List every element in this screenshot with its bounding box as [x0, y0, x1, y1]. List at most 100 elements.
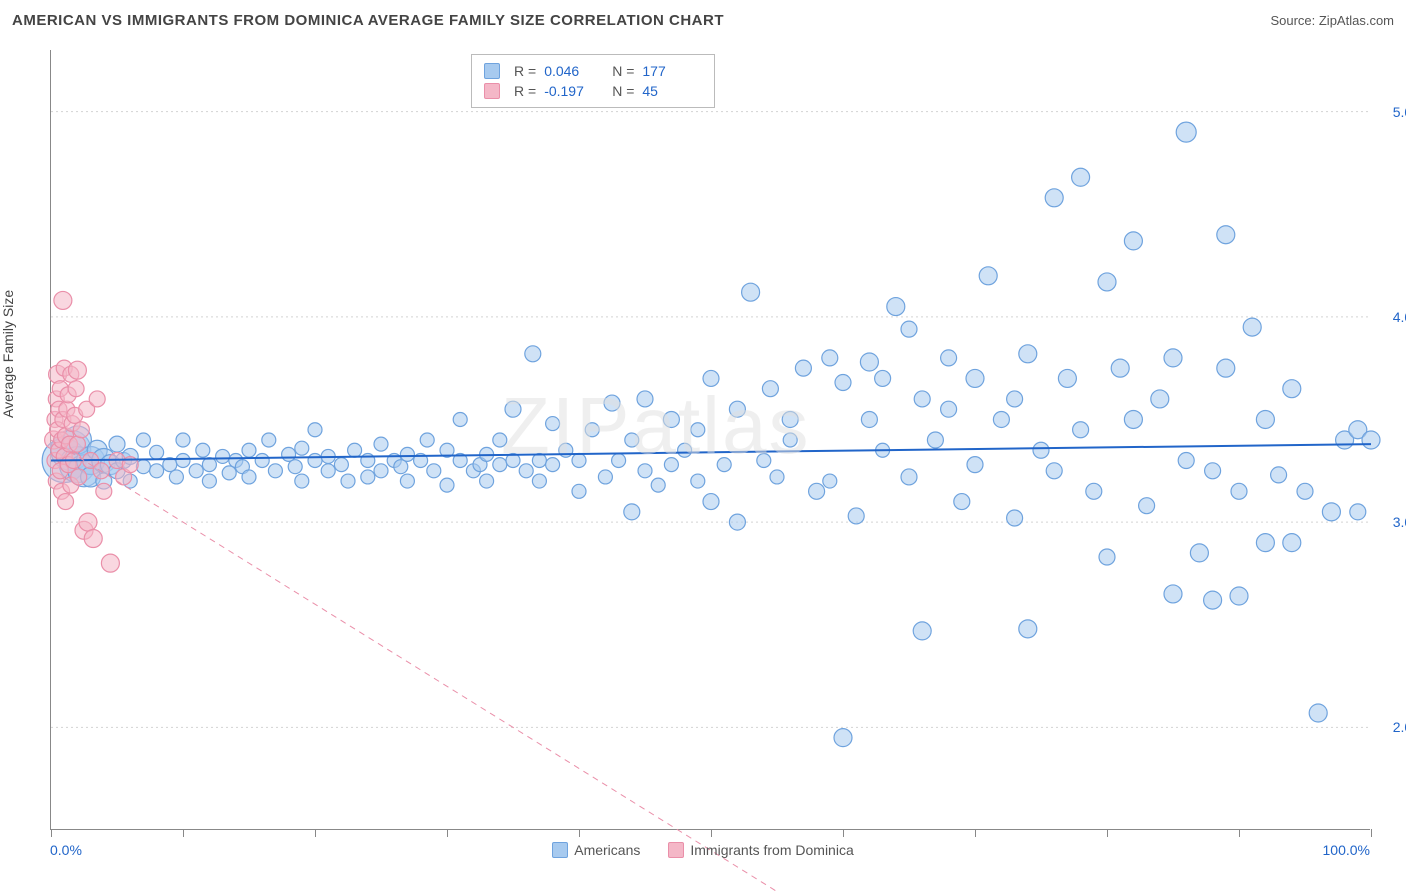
data-point — [770, 470, 784, 484]
data-point — [420, 433, 434, 447]
data-point — [546, 417, 560, 431]
x-tick — [1107, 829, 1108, 837]
data-point — [202, 458, 216, 472]
stats-n-label: N = — [612, 63, 634, 79]
data-point — [89, 391, 105, 407]
correlation-stats-box: R =0.046N =177R =-0.197N =45 — [471, 54, 715, 108]
x-tick — [447, 829, 448, 837]
legend-label: Immigrants from Dominica — [690, 842, 853, 858]
x-tick — [579, 829, 580, 837]
data-point — [1297, 483, 1313, 499]
data-point — [268, 464, 282, 478]
data-point — [1058, 369, 1076, 387]
data-point — [678, 443, 692, 457]
data-point — [453, 412, 467, 426]
data-point — [1271, 467, 1287, 483]
data-point — [1033, 442, 1049, 458]
data-point — [1243, 318, 1261, 336]
data-point — [1362, 431, 1380, 449]
data-point — [1019, 620, 1037, 638]
data-point — [913, 622, 931, 640]
source-attribution: Source: ZipAtlas.com — [1270, 13, 1394, 28]
data-point — [532, 454, 546, 468]
data-point — [638, 464, 652, 478]
data-point — [1046, 463, 1062, 479]
data-point — [875, 370, 891, 386]
data-point — [96, 483, 112, 499]
data-point — [150, 464, 164, 478]
data-point — [58, 494, 74, 510]
data-point — [1283, 380, 1301, 398]
data-point — [341, 474, 355, 488]
x-tick — [315, 829, 316, 837]
data-point — [993, 411, 1009, 427]
data-point — [703, 370, 719, 386]
data-point — [1256, 410, 1274, 428]
data-point — [1283, 534, 1301, 552]
data-point — [169, 470, 183, 484]
data-point — [703, 494, 719, 510]
data-point — [525, 346, 541, 362]
data-point — [1139, 498, 1155, 514]
data-point — [1124, 232, 1142, 250]
data-point — [189, 464, 203, 478]
data-point — [979, 267, 997, 285]
data-point — [136, 433, 150, 447]
data-point — [954, 494, 970, 510]
x-tick — [975, 829, 976, 837]
data-point — [729, 514, 745, 530]
legend-label: Americans — [574, 842, 640, 858]
y-tick-label: 3.00 — [1393, 514, 1406, 530]
legend-item: Americans — [552, 842, 640, 858]
stats-n-value: 177 — [642, 63, 702, 79]
data-point — [1164, 349, 1182, 367]
data-point — [860, 353, 878, 371]
data-point — [71, 469, 87, 485]
data-point — [585, 423, 599, 437]
data-point — [308, 454, 322, 468]
data-point — [255, 454, 269, 468]
data-point — [572, 454, 586, 468]
data-point — [782, 411, 798, 427]
data-point — [196, 443, 210, 457]
data-point — [493, 458, 507, 472]
data-point — [519, 464, 533, 478]
data-point — [68, 381, 84, 397]
data-point — [887, 298, 905, 316]
data-point — [262, 433, 276, 447]
data-point — [79, 513, 97, 531]
data-point — [742, 283, 760, 301]
data-point — [1205, 463, 1221, 479]
data-point — [68, 361, 86, 379]
x-tick — [711, 829, 712, 837]
data-point — [762, 381, 778, 397]
data-point — [493, 433, 507, 447]
data-point — [176, 433, 190, 447]
data-point — [1322, 503, 1340, 521]
data-point — [966, 369, 984, 387]
data-point — [717, 458, 731, 472]
data-point — [757, 454, 771, 468]
data-point — [663, 411, 679, 427]
data-point — [795, 360, 811, 376]
data-point — [1124, 410, 1142, 428]
legend-swatch — [552, 842, 568, 858]
data-point — [1086, 483, 1102, 499]
data-point — [835, 375, 851, 391]
data-point — [321, 464, 335, 478]
data-point — [176, 454, 190, 468]
data-point — [861, 411, 877, 427]
data-point — [505, 401, 521, 417]
data-point — [480, 474, 494, 488]
data-point — [288, 460, 302, 474]
data-point — [400, 447, 414, 461]
data-point — [1176, 122, 1196, 142]
data-point — [941, 350, 957, 366]
y-tick-label: 2.00 — [1393, 719, 1406, 735]
legend-swatch — [668, 842, 684, 858]
data-point — [1099, 549, 1115, 565]
data-point — [242, 443, 256, 457]
data-point — [1217, 359, 1235, 377]
data-point — [651, 478, 665, 492]
legend-item: Immigrants from Dominica — [668, 842, 853, 858]
